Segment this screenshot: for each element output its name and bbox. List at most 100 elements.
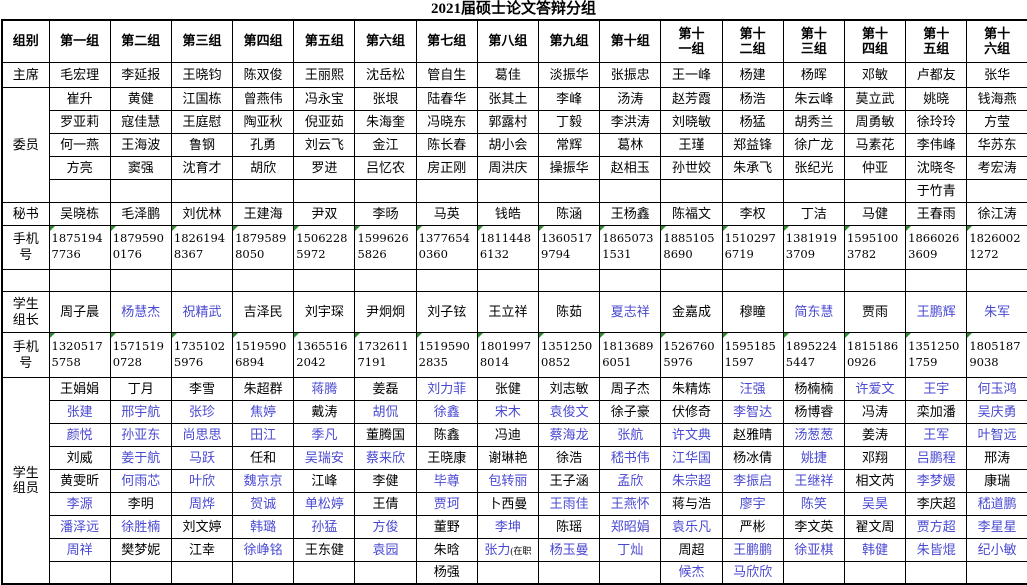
row-label[interactable]: 主席 xyxy=(1,61,50,88)
table-cell[interactable]: 田江 xyxy=(232,422,295,447)
table-cell[interactable]: 朱云峰 xyxy=(782,86,845,111)
table-cell[interactable]: 相文芮 xyxy=(843,468,907,493)
table-cell[interactable]: 李梦媛 xyxy=(905,468,968,493)
table-cell[interactable]: 刘志敏 xyxy=(537,376,601,401)
table-cell[interactable]: 罗进 xyxy=(293,155,356,180)
table-cell[interactable]: 冯永宝 xyxy=(293,86,356,111)
table-cell[interactable]: 王建海 xyxy=(232,201,295,226)
table-cell[interactable]: 候杰 xyxy=(660,560,723,585)
table-cell[interactable]: 贾珂 xyxy=(415,491,478,516)
table-cell[interactable]: 邢涛 xyxy=(966,445,1027,470)
table-cell[interactable] xyxy=(660,178,723,203)
corner-header-cell[interactable]: 组别 xyxy=(1,19,50,63)
row-label[interactable]: 学生 组长 xyxy=(1,290,50,333)
table-cell[interactable]: 15996265826 xyxy=(354,224,417,270)
table-cell[interactable]: 何雨芯 xyxy=(109,468,172,493)
table-cell[interactable]: 宋木 xyxy=(476,399,540,424)
table-cell[interactable]: 15267605976 xyxy=(660,331,723,378)
table-cell[interactable]: 江国栋 xyxy=(170,86,234,111)
table-cell[interactable]: 孔勇 xyxy=(232,132,295,157)
table-cell[interactable]: 王子涵 xyxy=(537,468,601,493)
table-cell[interactable]: 15951851597 xyxy=(721,331,784,378)
table-cell[interactable]: 13512501759 xyxy=(905,331,968,378)
table-cell[interactable]: 卢都友 xyxy=(905,61,968,88)
table-cell[interactable]: 李权 xyxy=(721,201,784,226)
column-header[interactable]: 第十 六组 xyxy=(966,19,1027,63)
table-cell[interactable]: 丁灿 xyxy=(599,537,662,562)
column-header[interactable]: 第九组 xyxy=(537,19,601,63)
table-cell[interactable]: 李洪涛 xyxy=(599,109,662,134)
table-cell[interactable]: 樊梦妮 xyxy=(109,537,172,562)
table-cell[interactable]: 13655162042 xyxy=(293,331,356,378)
table-cell[interactable] xyxy=(48,178,111,203)
table-cell[interactable]: 15195906894 xyxy=(232,331,295,378)
column-header[interactable]: 第五组 xyxy=(293,19,356,63)
table-cell[interactable]: 焦婷 xyxy=(232,399,295,424)
table-cell[interactable]: 杨冰倩 xyxy=(721,445,784,470)
table-cell[interactable]: 姜涛 xyxy=(843,422,907,447)
table-cell[interactable]: 操振华 xyxy=(537,155,601,180)
table-cell[interactable]: 王春雨 xyxy=(905,201,968,226)
column-header[interactable]: 第六组 xyxy=(354,19,417,63)
table-cell[interactable]: 陶亚秋 xyxy=(232,109,295,134)
table-cell[interactable]: 13605179794 xyxy=(537,224,601,270)
table-cell[interactable]: 吴庆勇 xyxy=(966,399,1027,424)
column-header[interactable]: 第十 四组 xyxy=(843,19,907,63)
table-cell[interactable] xyxy=(476,560,540,585)
table-cell[interactable] xyxy=(232,268,295,292)
table-cell[interactable]: 韩璐 xyxy=(232,514,295,539)
table-cell[interactable]: 方俊 xyxy=(354,514,417,539)
table-cell[interactable]: 朱宗超 xyxy=(660,468,723,493)
table-cell[interactable]: 袁乐凡 xyxy=(660,514,723,539)
table-cell[interactable]: 马素花 xyxy=(843,132,907,157)
table-cell[interactable]: 尹炯炯 xyxy=(354,290,417,333)
table-cell[interactable]: 周超 xyxy=(660,537,723,562)
table-cell[interactable]: 杨强 xyxy=(415,560,478,585)
table-cell[interactable]: 18650731531 xyxy=(599,224,662,270)
table-cell[interactable]: 沈岳松 xyxy=(354,61,417,88)
table-cell[interactable] xyxy=(354,178,417,203)
row-label[interactable]: 秘书 xyxy=(1,201,50,226)
table-cell[interactable]: 刘子铉 xyxy=(415,290,478,333)
table-cell[interactable]: 莫立武 xyxy=(843,86,907,111)
table-cell[interactable]: 陈长春 xyxy=(415,132,478,157)
table-cell[interactable]: 马健 xyxy=(843,201,907,226)
table-cell[interactable]: 杨猛 xyxy=(721,109,784,134)
table-cell[interactable]: 嵇道鹏 xyxy=(966,491,1027,516)
table-cell[interactable]: 王鹏鹏 xyxy=(721,537,784,562)
table-cell[interactable]: 常辉 xyxy=(537,132,601,157)
table-cell[interactable]: 王海波 xyxy=(109,132,172,157)
row-label[interactable]: 手机 号 xyxy=(1,224,50,270)
table-cell[interactable]: 马英 xyxy=(415,201,478,226)
table-cell[interactable]: 李坤 xyxy=(476,514,540,539)
table-cell[interactable]: 王晓钧 xyxy=(170,61,234,88)
table-cell[interactable]: 13205175758 xyxy=(48,331,111,378)
table-cell[interactable]: 包转丽 xyxy=(476,468,540,493)
table-cell[interactable]: 15715190728 xyxy=(109,331,172,378)
table-cell[interactable]: 谢琳艳 xyxy=(476,445,540,470)
table-cell[interactable]: 江幸 xyxy=(170,537,234,562)
table-cell[interactable] xyxy=(293,560,356,585)
table-cell[interactable]: 穆瞳 xyxy=(721,290,784,333)
table-cell[interactable]: 18795900176 xyxy=(109,224,172,270)
table-cell[interactable]: 吕鹏程 xyxy=(905,445,968,470)
table-cell[interactable] xyxy=(170,268,234,292)
column-header[interactable]: 第十组 xyxy=(599,19,662,63)
table-cell[interactable]: 颜悦 xyxy=(48,422,111,447)
table-cell[interactable] xyxy=(48,560,111,585)
column-header[interactable]: 第二组 xyxy=(109,19,172,63)
table-cell[interactable]: 倪亚茹 xyxy=(293,109,356,134)
table-cell[interactable]: 魏京京 xyxy=(232,468,295,493)
table-cell[interactable]: 张其土 xyxy=(476,86,540,111)
table-cell[interactable]: 邓翔 xyxy=(843,445,907,470)
table-cell[interactable]: 姚晓 xyxy=(905,86,968,111)
table-cell[interactable]: 徐峥铭 xyxy=(232,537,295,562)
table-cell[interactable]: 贾雨 xyxy=(843,290,907,333)
table-cell[interactable]: 王雨佳 xyxy=(537,491,601,516)
table-cell[interactable] xyxy=(109,560,172,585)
table-cell[interactable] xyxy=(599,268,662,292)
table-cell[interactable]: 王鹏辉 xyxy=(905,290,968,333)
table-cell[interactable]: 刘力菲 xyxy=(415,376,478,401)
column-header[interactable]: 第十 五组 xyxy=(905,19,968,63)
table-cell[interactable]: 陈涵 xyxy=(537,201,601,226)
